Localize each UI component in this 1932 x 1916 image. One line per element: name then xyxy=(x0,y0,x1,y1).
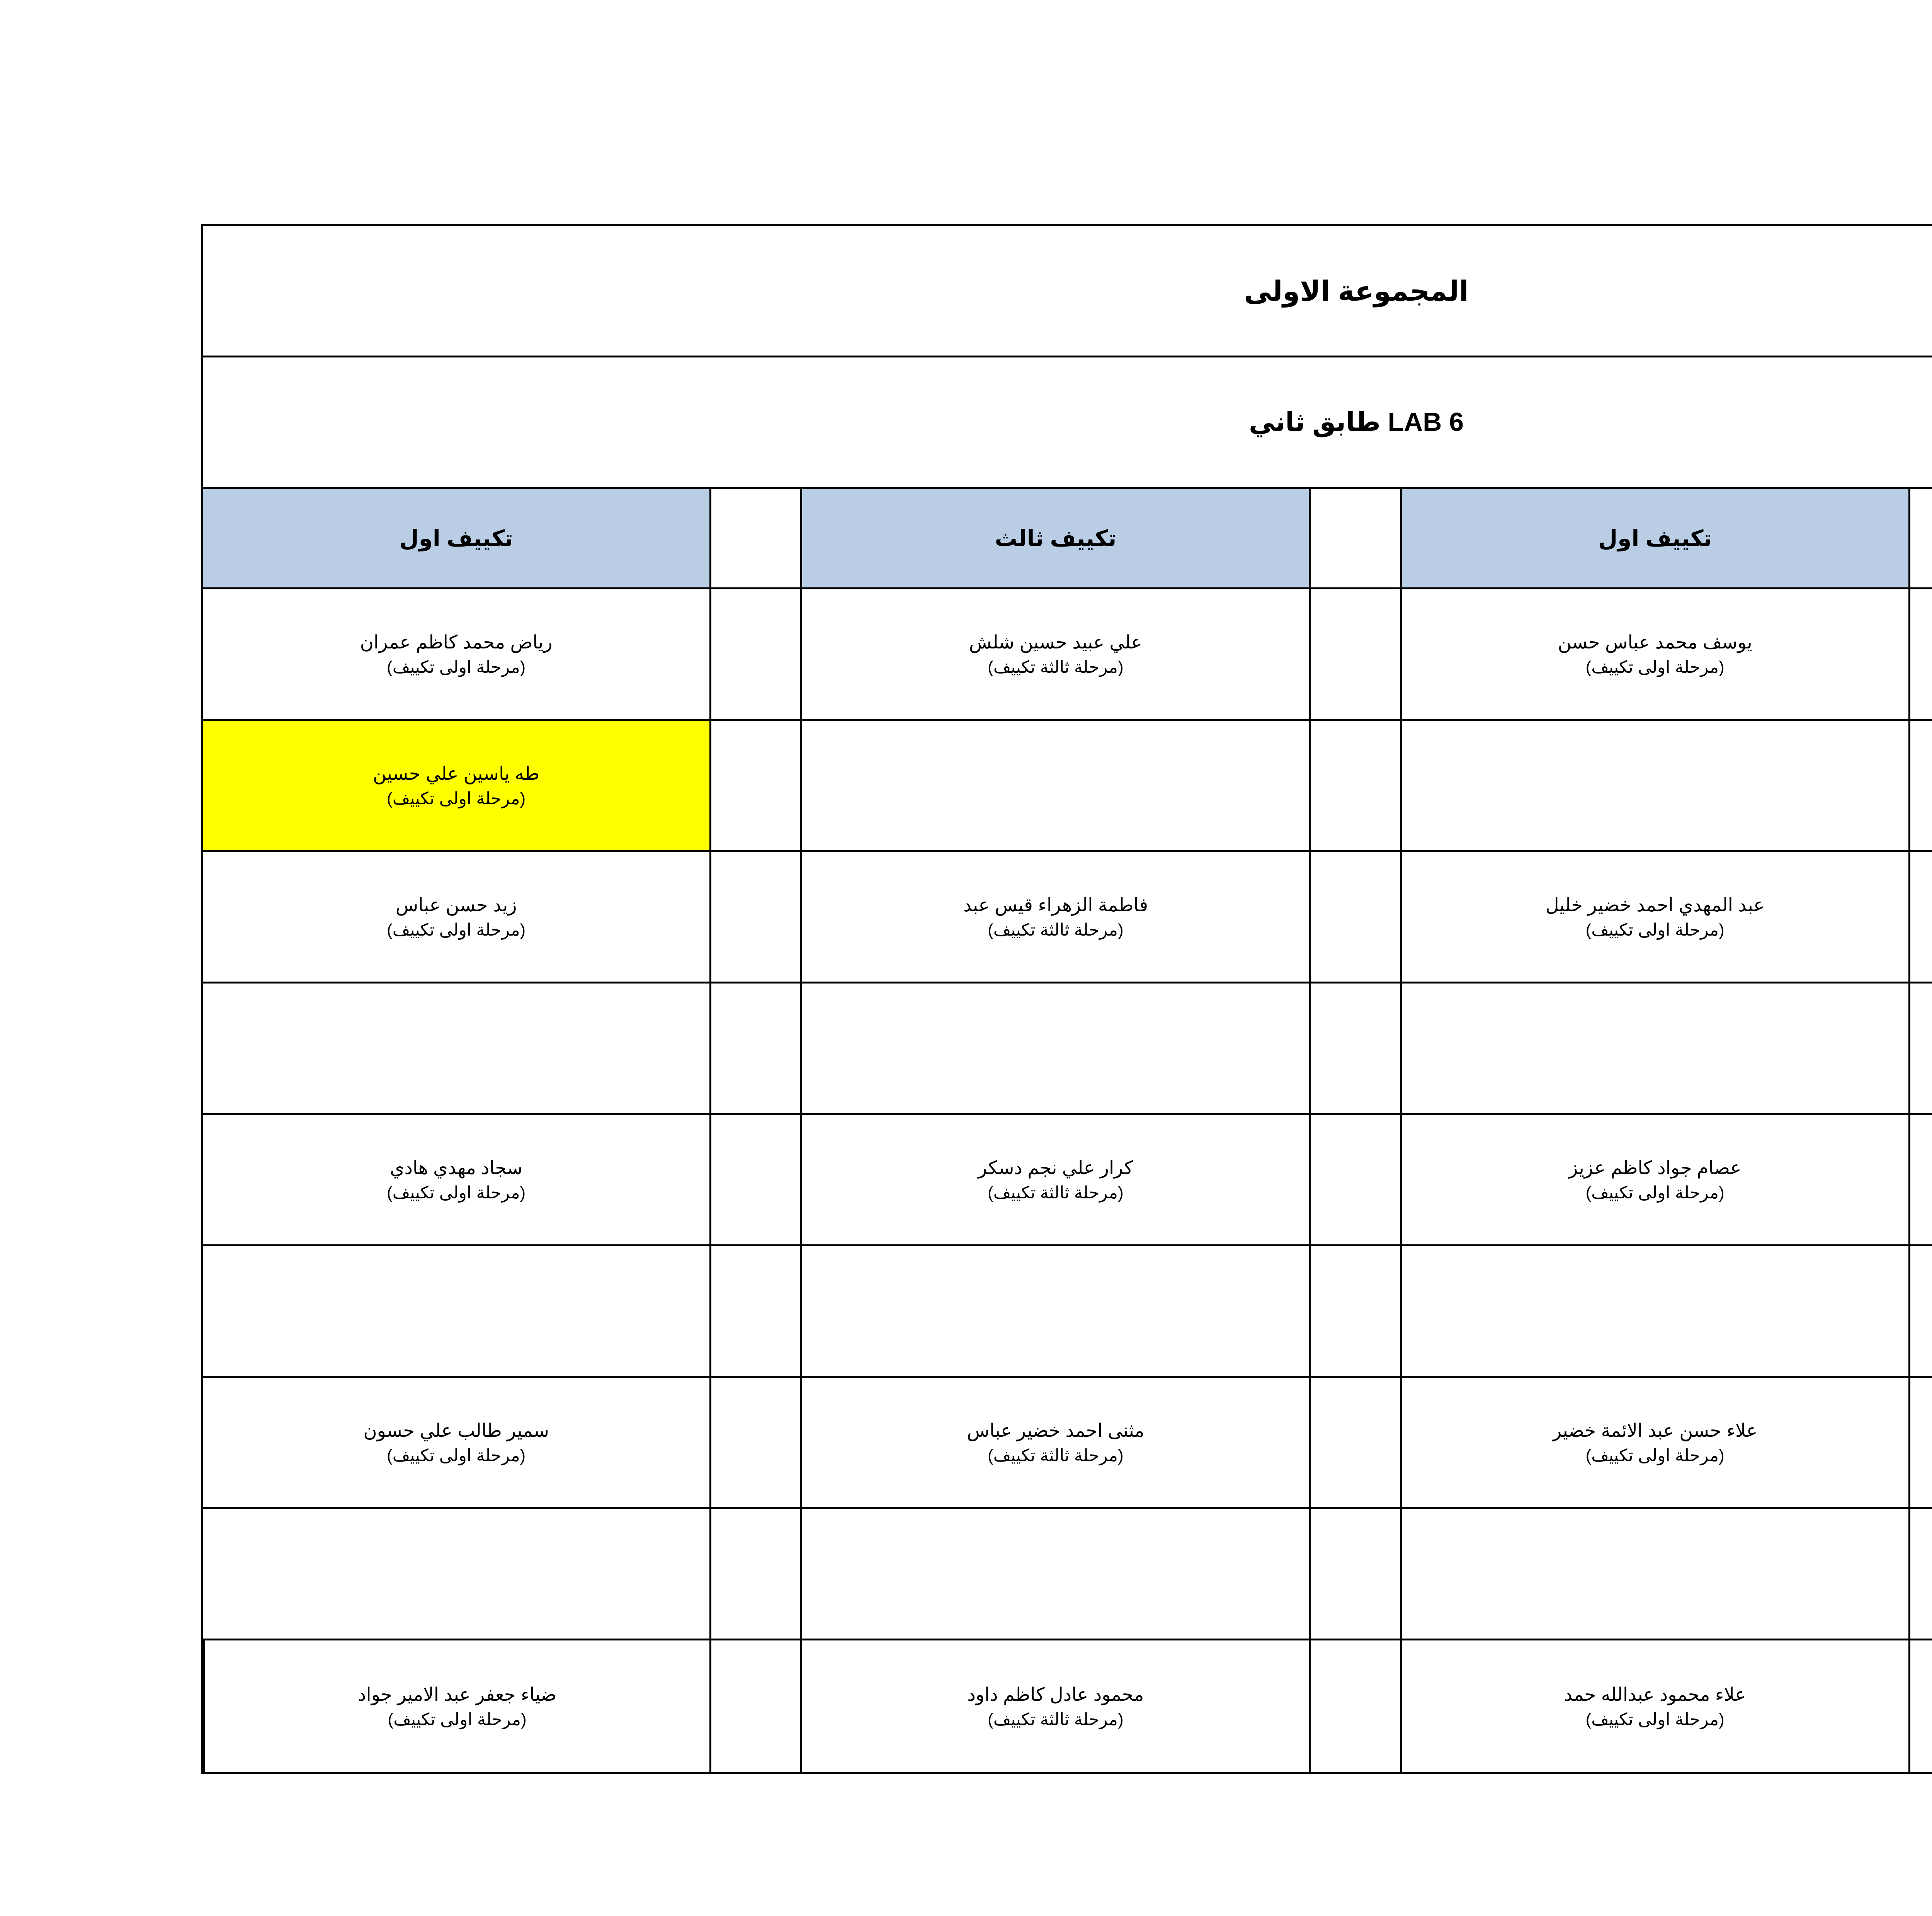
roster-cell-3-1[interactable]: طه ياسين علي حسين (مرحلة اولى تكييف) xyxy=(203,721,711,852)
roster-cell-2-2[interactable]: فاطمة الزهراء قيس عبد (مرحلة ثالثة تكييف… xyxy=(802,852,1311,984)
roster-cell-3-3[interactable] xyxy=(203,984,711,1115)
column-header-spacer-2 xyxy=(711,489,802,589)
roster-cell-2-5[interactable] xyxy=(802,1246,1311,1378)
roster-cell-1-7[interactable] xyxy=(1402,1509,1910,1640)
spacer-cell-2-2 xyxy=(711,852,802,984)
roster-table: المجموعة الاولى طابق ثاني LAB 6 تكييف ثا… xyxy=(201,224,1932,1774)
spacer-cell-2-1 xyxy=(711,721,802,852)
column-header-3: تكييف اول xyxy=(203,489,711,589)
spacer-cell-0-3 xyxy=(1910,984,1932,1115)
roster-cell-1-4[interactable]: عصام جواد كاظم عزيز (مرحلة اولى تكييف) xyxy=(1402,1115,1910,1246)
roster-cell-2-1[interactable] xyxy=(802,721,1311,852)
spacer-cell-2-4 xyxy=(711,1115,802,1246)
column-header-1: تكييف اول xyxy=(1402,489,1910,589)
spacer-cell-2-3 xyxy=(711,984,802,1115)
floor-title-text: طابق ثاني LAB 6 xyxy=(1249,407,1464,437)
spacer-cell-0-4 xyxy=(1910,1115,1932,1246)
spacer-cell-1-6 xyxy=(1311,1378,1401,1509)
spacer-cell-0-0 xyxy=(1910,589,1932,721)
column-header-2: تكييف ثالث xyxy=(802,489,1311,589)
floor-title-row: طابق ثاني LAB 6 xyxy=(203,357,1932,489)
spacer-cell-0-7 xyxy=(1910,1509,1932,1640)
roster-grid: تكييف ثالث تكييف اول تكييف ثالث تكييف او… xyxy=(203,489,1932,1772)
roster-cell-2-6[interactable]: مثنى احمد خضير عباس (مرحلة ثالثة تكييف) xyxy=(802,1378,1311,1509)
spacer-cell-2-0 xyxy=(711,589,802,721)
column-header-spacer-0 xyxy=(1910,489,1932,589)
roster-cell-2-8[interactable]: محمود عادل كاظم داود (مرحلة ثالثة تكييف) xyxy=(802,1640,1311,1772)
spacer-cell-1-3 xyxy=(1311,984,1401,1115)
group-title-row: المجموعة الاولى xyxy=(203,226,1932,357)
roster-cell-3-6[interactable]: سمير طالب علي حسون (مرحلة اولى تكييف) xyxy=(203,1378,711,1509)
spacer-cell-2-8 xyxy=(711,1640,802,1772)
spacer-cell-1-7 xyxy=(1311,1509,1401,1640)
roster-cell-2-7[interactable] xyxy=(802,1509,1311,1640)
roster-cell-1-6[interactable]: علاء حسن عبد الائمة خضير (مرحلة اولى تكي… xyxy=(1402,1378,1910,1509)
spacer-cell-2-7 xyxy=(711,1509,802,1640)
spacer-cell-2-5 xyxy=(711,1246,802,1378)
spacer-cell-0-1 xyxy=(1910,721,1932,852)
roster-cell-3-5[interactable] xyxy=(203,1246,711,1378)
spacer-cell-1-8 xyxy=(1311,1640,1401,1772)
roster-cell-3-8[interactable]: ضياء جعفر عبد الامير جواد (مرحلة اولى تك… xyxy=(203,1640,711,1772)
spacer-cell-1-0 xyxy=(1311,589,1401,721)
roster-cell-2-0[interactable]: علي عبيد حسين شلش (مرحلة ثالثة تكييف) xyxy=(802,589,1311,721)
roster-cell-2-3[interactable] xyxy=(802,984,1311,1115)
column-header-spacer-1 xyxy=(1311,489,1401,589)
spacer-cell-1-2 xyxy=(1311,852,1401,984)
spacer-cell-0-8 xyxy=(1910,1640,1932,1772)
roster-cell-3-2[interactable]: زيد حسن عباس (مرحلة اولى تكييف) xyxy=(203,852,711,984)
roster-cell-3-0[interactable]: رياض محمد كاظم عمران (مرحلة اولى تكييف) xyxy=(203,589,711,721)
roster-cell-2-4[interactable]: كرار علي نجم دسكر (مرحلة ثالثة تكييف) xyxy=(802,1115,1311,1246)
roster-cell-1-3[interactable] xyxy=(1402,984,1910,1115)
roster-cell-1-0[interactable]: يوسف محمد عباس حسن (مرحلة اولى تكييف) xyxy=(1402,589,1910,721)
spacer-cell-0-6 xyxy=(1910,1378,1932,1509)
spacer-cell-2-6 xyxy=(711,1378,802,1509)
roster-cell-1-2[interactable]: عبد المهدي احمد خضير خليل (مرحلة اولى تك… xyxy=(1402,852,1910,984)
spacer-cell-1-1 xyxy=(1311,721,1401,852)
roster-cell-3-4[interactable]: سجاد مهدي هادي (مرحلة اولى تكييف) xyxy=(203,1115,711,1246)
roster-cell-1-1[interactable] xyxy=(1402,721,1910,852)
roster-cell-1-8[interactable]: علاء محمود عبدالله حمد (مرحلة اولى تكييف… xyxy=(1402,1640,1910,1772)
roster-cell-3-7[interactable] xyxy=(203,1509,711,1640)
spacer-cell-1-4 xyxy=(1311,1115,1401,1246)
spacer-cell-0-5 xyxy=(1910,1246,1932,1378)
spacer-cell-1-5 xyxy=(1311,1246,1401,1378)
roster-cell-1-5[interactable] xyxy=(1402,1246,1910,1378)
spacer-cell-0-2 xyxy=(1910,852,1932,984)
group-title-text: المجموعة الاولى xyxy=(1244,275,1468,307)
